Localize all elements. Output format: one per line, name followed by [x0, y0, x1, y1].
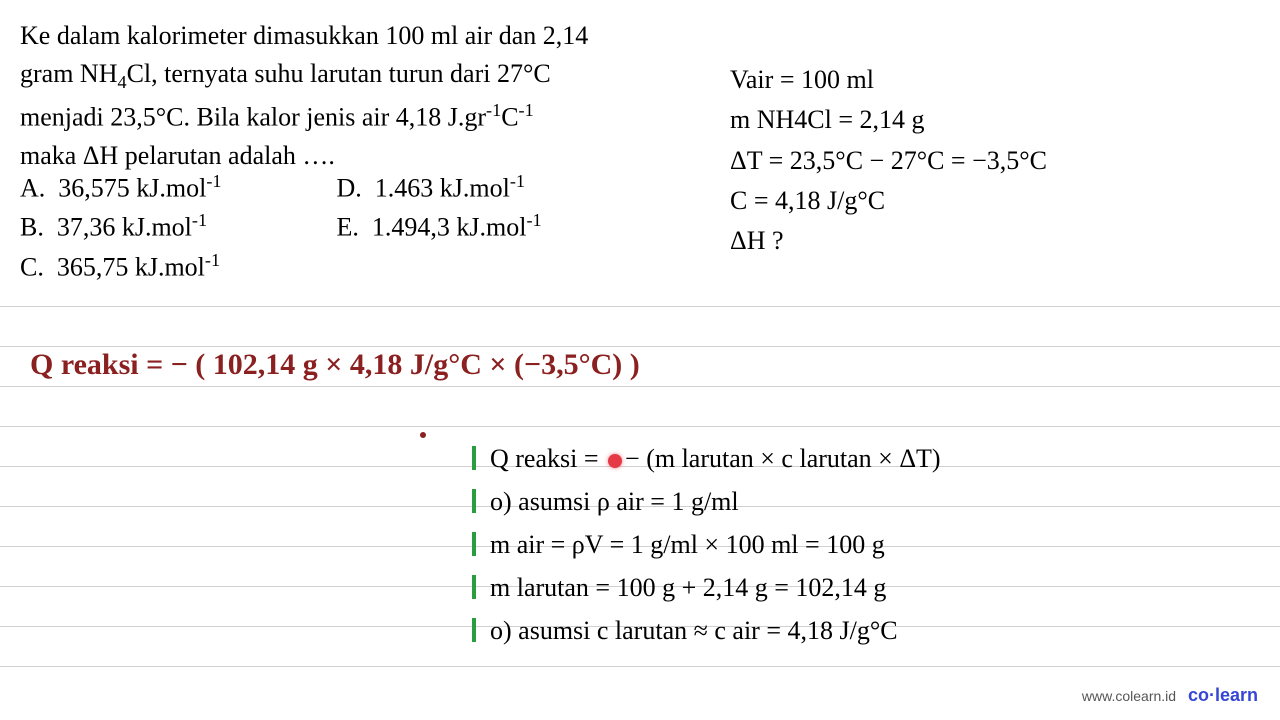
footer: www.colearn.id co·learn: [1082, 685, 1258, 706]
work-line-5: o) asumsi c larutan ≈ c air = 4,18 J/g°C: [490, 610, 941, 653]
work-line-3: m air = ρV = 1 g/ml × 100 ml = 100 g: [490, 524, 941, 567]
problem-line2-post: Cl, ternyata suhu larutan turun dari 27°…: [127, 59, 551, 88]
answer-options: A. 36,575 kJ.mol-1 B. 37,36 kJ.mol-1 C. …: [20, 168, 542, 286]
brand-logo: co·learn: [1188, 685, 1258, 705]
problem-line3-mid: C: [501, 103, 518, 132]
problem-line4: maka ΔH pelarutan adalah ….: [20, 141, 335, 170]
problem-line2-sub: 4: [117, 73, 126, 93]
annotation-dot: [420, 432, 426, 438]
tick-icon: [472, 618, 476, 642]
main-equation: Q reaksi = − ( 102,14 g × 4,18 J/g°C × (…: [30, 348, 640, 382]
tick-icon: [472, 446, 476, 470]
given-dh: ΔH ?: [730, 221, 1047, 261]
pointer-dot-icon: [608, 454, 622, 468]
given-c: C = 4,18 J/g°C: [730, 181, 1047, 221]
option-b: B. 37,36 kJ.mol-1: [20, 207, 330, 246]
work-line-4: m larutan = 100 g + 2,14 g = 102,14 g: [490, 567, 941, 610]
work-section: Q reaksi = − (m larutan × c larutan × ΔT…: [490, 438, 941, 652]
tick-icon: [472, 532, 476, 556]
given-data: Vair = 100 ml m NH4Cl = 2,14 g ΔT = 23,5…: [730, 60, 1047, 261]
tick-icon: [472, 575, 476, 599]
option-c: C. 365,75 kJ.mol-1: [20, 247, 330, 286]
problem-line2-pre: gram NH: [20, 59, 117, 88]
work-line-2: o) asumsi ρ air = 1 g/ml: [490, 481, 941, 524]
given-mass: m NH4Cl = 2,14 g: [730, 100, 1047, 140]
given-dt: ΔT = 23,5°C − 27°C = −3,5°C: [730, 141, 1047, 181]
option-d: D. 1.463 kJ.mol-1: [337, 168, 542, 207]
problem-line1: Ke dalam kalorimeter dimasukkan 100 ml a…: [20, 21, 588, 50]
option-a: A. 36,575 kJ.mol-1: [20, 168, 330, 207]
problem-line3-sup2: -1: [519, 100, 534, 120]
given-vair: Vair = 100 ml: [730, 60, 1047, 100]
problem-line3-pre: menjadi 23,5°C. Bila kalor jenis air 4,1…: [20, 103, 486, 132]
tick-icon: [472, 489, 476, 513]
work-line-1: Q reaksi = − (m larutan × c larutan × ΔT…: [490, 438, 941, 481]
footer-url: www.colearn.id: [1082, 688, 1176, 704]
problem-statement: Ke dalam kalorimeter dimasukkan 100 ml a…: [20, 18, 720, 177]
problem-line3-sup1: -1: [486, 100, 501, 120]
option-e: E. 1.494,3 kJ.mol-1: [337, 207, 542, 246]
